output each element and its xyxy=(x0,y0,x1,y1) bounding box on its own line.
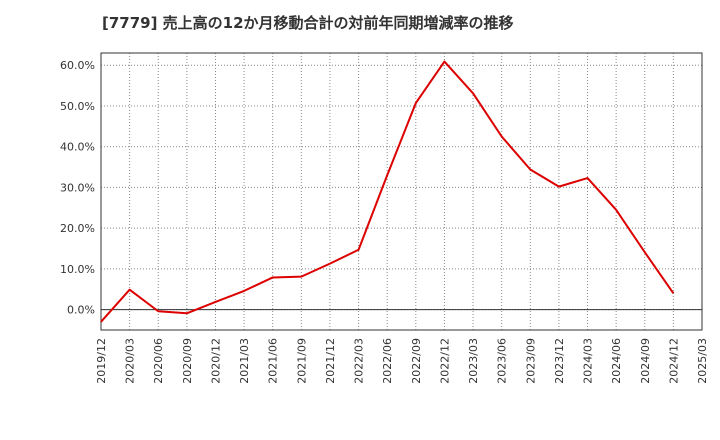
data-point xyxy=(272,276,274,278)
x-tick-label: 2024/12 xyxy=(667,338,680,384)
data-point xyxy=(644,251,646,253)
x-tick-label: 2023/12 xyxy=(553,338,566,384)
x-tick-label: 2022/06 xyxy=(381,338,394,384)
data-point xyxy=(300,276,302,278)
y-tick-label: 10.0% xyxy=(60,263,95,276)
data-point xyxy=(358,249,360,251)
data-point xyxy=(243,290,245,292)
x-tick-label: 2022/12 xyxy=(438,338,451,384)
y-tick-label: 40.0% xyxy=(60,141,95,154)
data-point xyxy=(558,186,560,188)
data-point xyxy=(472,92,474,94)
x-tick-label: 2020/09 xyxy=(181,338,194,384)
x-tick-label: 2020/12 xyxy=(209,338,222,384)
x-tick-label: 2021/09 xyxy=(295,338,308,384)
data-point xyxy=(615,209,617,211)
x-tick-label: 2021/12 xyxy=(324,338,337,384)
y-tick-label: 30.0% xyxy=(60,181,95,194)
data-point xyxy=(672,292,674,294)
x-tick-label: 2024/03 xyxy=(582,338,595,384)
data-point xyxy=(587,177,589,179)
data-point xyxy=(214,301,216,303)
data-point xyxy=(157,310,159,312)
data-point xyxy=(501,136,503,138)
data-point xyxy=(529,169,531,171)
x-tick-label: 2024/06 xyxy=(610,338,623,384)
data-point xyxy=(443,61,445,63)
x-tick-label: 2020/03 xyxy=(124,338,137,384)
chart-title: [7779] 売上高の12か月移動合計の対前年同期増減率の推移 xyxy=(102,14,514,32)
plot-area xyxy=(101,53,702,330)
series-line xyxy=(100,60,675,323)
data-point xyxy=(386,174,388,176)
data-point xyxy=(129,289,131,291)
x-tick-label: 2022/03 xyxy=(353,338,366,384)
x-tick-label: 2023/09 xyxy=(524,338,537,384)
y-tick-label: 0.0% xyxy=(67,304,95,317)
x-tick-label: 2024/09 xyxy=(639,338,652,384)
x-tick-label: 2025/03 xyxy=(696,338,709,384)
data-point xyxy=(329,263,331,265)
y-tick-label: 50.0% xyxy=(60,100,95,113)
x-tick-label: 2021/06 xyxy=(267,338,280,384)
data-point xyxy=(415,102,417,104)
x-tick-label: 2022/09 xyxy=(410,338,423,384)
data-point xyxy=(100,321,102,323)
x-tick-label: 2023/06 xyxy=(496,338,509,384)
x-tick-label: 2023/03 xyxy=(467,338,480,384)
plot-border xyxy=(100,52,703,331)
y-tick-label: 20.0% xyxy=(60,222,95,235)
x-tick-label: 2020/06 xyxy=(152,338,165,384)
y-tick-label: 60.0% xyxy=(60,59,95,72)
data-point xyxy=(186,312,188,314)
x-tick-label: 2019/12 xyxy=(95,338,108,384)
x-tick-label: 2021/03 xyxy=(238,338,251,384)
